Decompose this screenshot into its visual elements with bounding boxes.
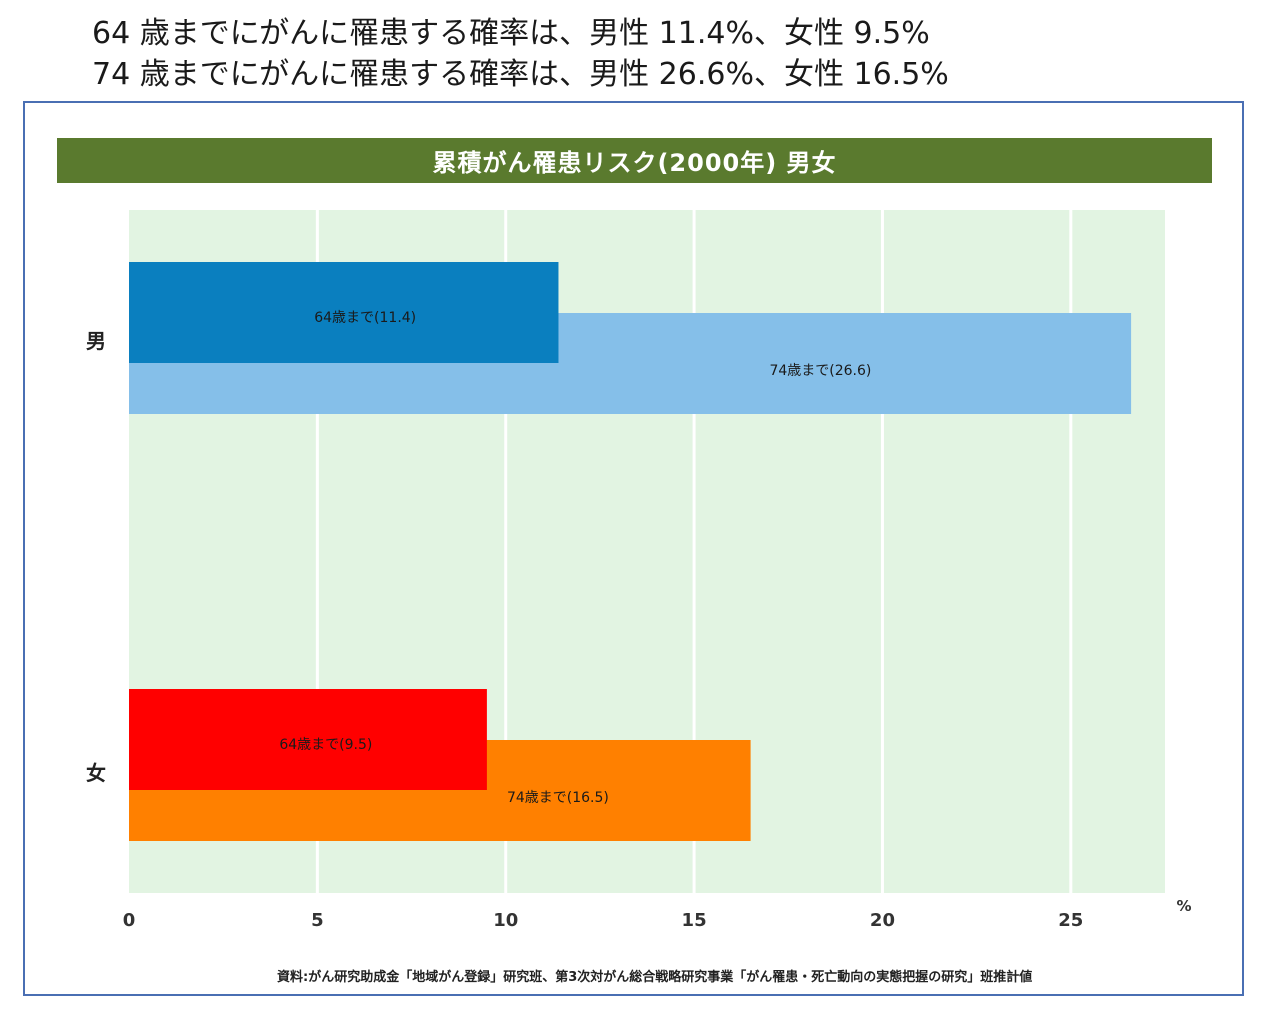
bar-男-series-0 [129, 262, 559, 363]
x-tick-label-10: 10 [493, 910, 518, 931]
headline-line-1: 64 歳までにがんに罹患する確率は、男性 11.4%、女性 9.5% [92, 16, 930, 51]
bar-女-series-0 [129, 689, 487, 790]
x-tick-label-5: 5 [311, 910, 324, 931]
category-label-1: 女 [86, 761, 106, 785]
headline-line-2: 74 歳までにがんに罹患する確率は、男性 26.6%、女性 16.5% [92, 57, 949, 92]
category-label-0: 男 [86, 329, 106, 353]
x-tick-label-25: 25 [1058, 910, 1083, 931]
bar-label-女-series-0: 64歳まで(9.5) [279, 737, 372, 753]
bar-label-男-series-1: 74歳まで(26.6) [769, 363, 871, 379]
bar-label-女-series-1: 74歳まで(16.5) [507, 790, 609, 806]
x-tick-label-0: 0 [123, 910, 136, 931]
x-tick-label-20: 20 [870, 910, 895, 931]
source-note: 資料:がん研究助成金「地域がん登録」研究班、第3次対がん総合戦略研究事業「がん罹… [277, 970, 1033, 985]
x-unit-label: % [1176, 897, 1191, 915]
chart-title: 累積がん罹患リスク(2000年) 男女 [57, 138, 1212, 183]
x-tick-label-15: 15 [682, 910, 707, 931]
bar-label-男-series-0: 64歳まで(11.4) [314, 310, 416, 326]
chart-frame [23, 101, 1244, 996]
